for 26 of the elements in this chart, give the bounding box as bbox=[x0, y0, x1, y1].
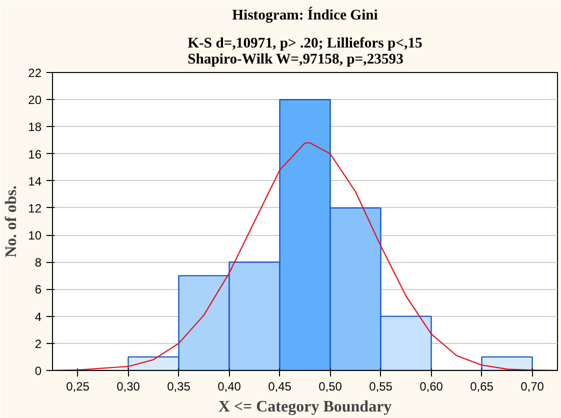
x-axis-title: X <= Category Boundary bbox=[218, 398, 392, 416]
y-tick-label: 2 bbox=[34, 336, 42, 351]
y-tick-label: 22 bbox=[28, 66, 42, 80]
x-tick-label: 0,45 bbox=[268, 380, 292, 394]
chart-title: Histogram: Índice Gini bbox=[232, 6, 378, 24]
x-tick-label: 0,50 bbox=[318, 380, 342, 394]
y-tick-label: 12 bbox=[28, 201, 42, 216]
y-tick-label: 8 bbox=[34, 256, 42, 270]
x-tick-label: 0,65 bbox=[470, 380, 494, 394]
y-tick-label: 4 bbox=[34, 310, 42, 324]
y-tick-label: 18 bbox=[28, 120, 42, 134]
x-tick-label: 0,60 bbox=[420, 380, 444, 394]
x-tick-label: 0,25 bbox=[66, 380, 90, 394]
y-tick-label: 10 bbox=[28, 228, 42, 243]
x-tick-label: 0,35 bbox=[167, 380, 191, 394]
x-tick-label: 0,55 bbox=[369, 380, 393, 394]
x-tick-label: 0,40 bbox=[218, 380, 242, 394]
y-tick-label: 16 bbox=[28, 147, 42, 162]
chart-subtitle: K-S d=,10971, p> .20; Lilliefors p<,15 Shapiro-Wilk W=,97158, p=,23593 bbox=[188, 36, 422, 68]
x-tick-label: 0,30 bbox=[116, 380, 140, 394]
y-tick-label: 14 bbox=[28, 174, 42, 188]
x-tick-label: 0,70 bbox=[520, 380, 544, 394]
y-tick-label: 20 bbox=[28, 93, 42, 108]
y-tick-label: 6 bbox=[34, 282, 42, 297]
y-tick-label: 0 bbox=[34, 364, 42, 378]
y-axis-title: No. of obs. bbox=[3, 185, 20, 258]
